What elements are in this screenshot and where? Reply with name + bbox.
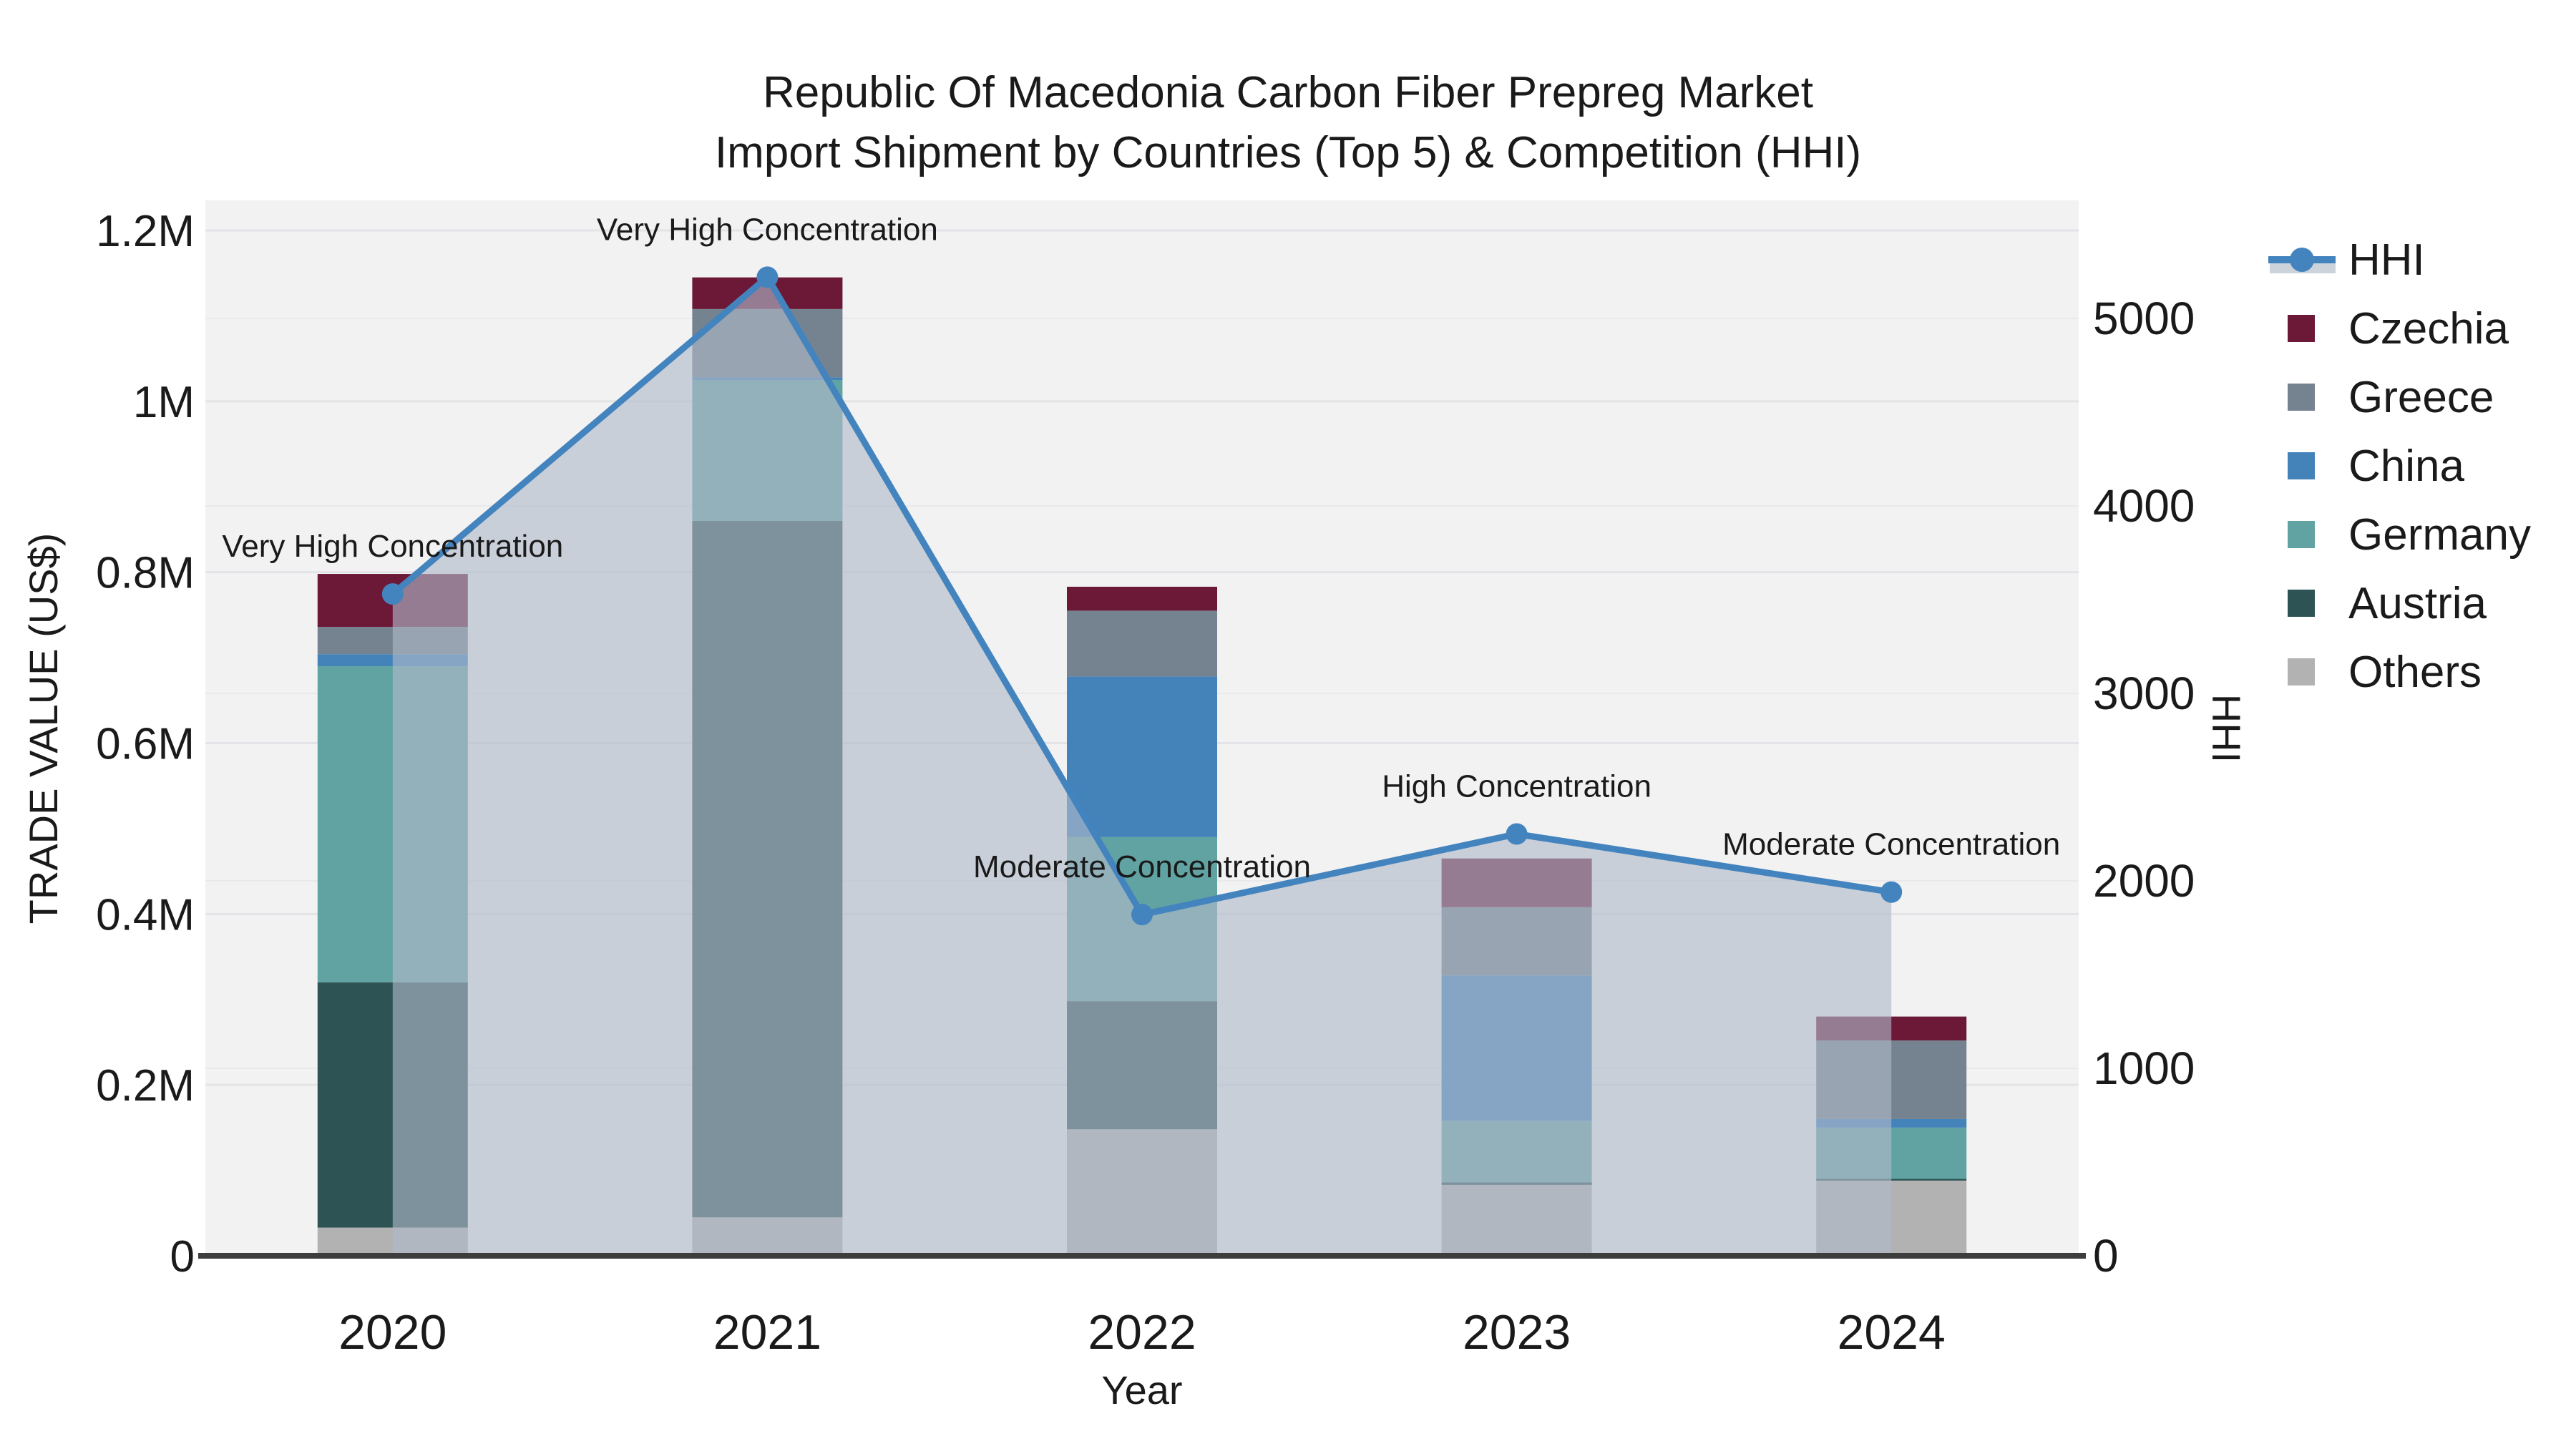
- x-tick-2023: 2023: [1463, 1305, 1571, 1360]
- legend-layer: HHI Czechia Greece China Germany Austria Other…: [2268, 235, 2531, 697]
- y-right-tick-5000: 5000: [2093, 293, 2195, 344]
- annotation-2024: Moderate Concentration: [1722, 827, 2060, 862]
- y-left-tick-0.2M: 0.2M: [96, 1061, 195, 1111]
- legend-hhi-marker-icon: [2290, 248, 2314, 272]
- chart-title-line1: Republic Of Macedonia Carbon Fiber Prepr…: [763, 68, 1813, 117]
- x-axis-title: Year: [1101, 1367, 1182, 1413]
- legend-label-greece: Greece: [2348, 373, 2494, 422]
- legend-item-czechia[interactable]: Czechia: [2288, 304, 2509, 353]
- y-left-tick-0.4M: 0.4M: [96, 890, 195, 940]
- hhi-line-layer: [381, 266, 1903, 926]
- legend-item-china[interactable]: China: [2288, 441, 2465, 491]
- legend-label-china: China: [2348, 441, 2465, 491]
- legend-label-germany: Germany: [2348, 510, 2531, 560]
- annotation-layer: Very High Concentration Very High Concent…: [222, 212, 2060, 884]
- y-right-tick-4000: 4000: [2093, 480, 2195, 532]
- legend-item-greece[interactable]: Greece: [2288, 373, 2494, 422]
- x-tick-2024: 2024: [1838, 1305, 1946, 1360]
- hhi-point-2021: [756, 266, 779, 288]
- hhi-point-2022: [1131, 904, 1153, 926]
- y-right-tick-3000: 3000: [2093, 668, 2195, 719]
- legend-swatch-greece: [2288, 384, 2315, 411]
- legend-item-others[interactable]: Others: [2288, 648, 2482, 697]
- legend-swatch-czechia: [2288, 315, 2315, 342]
- hhi-point-2023: [1506, 823, 1528, 845]
- annotation-2021: Very High Concentration: [597, 212, 938, 247]
- y-right-tick-1000: 1000: [2093, 1043, 2195, 1094]
- bar-segment-china-2022: [1067, 676, 1217, 837]
- legend-label-czechia: Czechia: [2348, 304, 2509, 353]
- y-left-tick-0.8M: 0.8M: [96, 549, 195, 598]
- hhi-area-layer: [392, 277, 1892, 1256]
- y-right-tick-2000: 2000: [2093, 855, 2195, 907]
- hhi-point-2024: [1880, 881, 1903, 903]
- legend-item-germany[interactable]: Germany: [2288, 510, 2531, 560]
- bar-segment-czechia-2022: [1067, 586, 1217, 611]
- legend-label-hhi: HHI: [2348, 235, 2425, 285]
- annotation-2023: High Concentration: [1382, 769, 1652, 804]
- legend-item-hhi[interactable]: HHI: [2268, 235, 2425, 285]
- y-left-tick-1.2M: 1.2M: [96, 207, 195, 256]
- y-right-tick-0: 0: [2093, 1230, 2119, 1282]
- hhi-area-fill: [392, 277, 1892, 1256]
- legend-swatch-germany: [2288, 521, 2315, 548]
- hhi-point-2020: [381, 583, 404, 605]
- annotation-2022: Moderate Concentration: [973, 849, 1311, 884]
- legend-swatch-austria: [2288, 590, 2315, 617]
- legend-swatch-others: [2288, 658, 2315, 686]
- x-tick-2020: 2020: [338, 1305, 447, 1360]
- annotation-2020: Very High Concentration: [222, 529, 563, 564]
- legend-item-austria[interactable]: Austria: [2288, 579, 2487, 628]
- x-tick-2021: 2021: [713, 1305, 821, 1360]
- y-left-tick-0: 0: [170, 1232, 195, 1282]
- y-left-tick-0.6M: 0.6M: [96, 720, 195, 769]
- y-left-tick-1M: 1M: [133, 378, 195, 427]
- chart-title-line2: Import Shipment by Countries (Top 5) & C…: [715, 128, 1861, 177]
- legend-swatch-china: [2288, 452, 2315, 479]
- legend-label-austria: Austria: [2348, 579, 2487, 628]
- x-tick-2022: 2022: [1088, 1305, 1196, 1360]
- bar-segment-greece-2022: [1067, 610, 1217, 677]
- y-left-axis-title: TRADE VALUE (US$): [21, 533, 66, 924]
- y-right-axis-title: HHI: [2204, 694, 2249, 763]
- legend-label-others: Others: [2348, 648, 2482, 697]
- tick-label-layer: 0 0.2M 0.4M 0.6M 0.8M 1M 1.2M 0 1000 2000 3000 4000…: [96, 207, 2195, 1360]
